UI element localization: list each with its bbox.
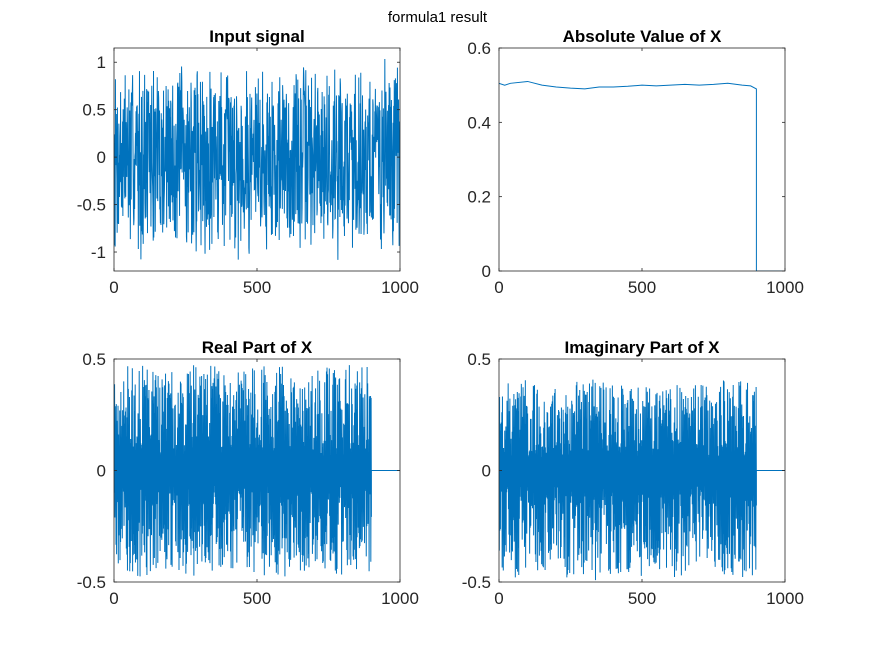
x-tick-label: 0 xyxy=(494,278,503,297)
x-tick-label: 1000 xyxy=(766,278,804,297)
y-tick-label: -0.5 xyxy=(77,573,106,592)
x-tick-label: 1000 xyxy=(381,278,419,297)
y-tick-label: 0.6 xyxy=(467,39,491,58)
x-tick-label: 500 xyxy=(243,278,271,297)
y-tick-label: 1 xyxy=(97,53,106,72)
series-line-1 xyxy=(499,80,785,271)
series-line-1 xyxy=(499,379,785,581)
x-tick-label: 500 xyxy=(243,589,271,608)
x-tick-label: 0 xyxy=(494,589,503,608)
y-tick-label: 0 xyxy=(482,462,491,481)
y-tick-label: 0 xyxy=(97,148,106,167)
x-tick-label: 500 xyxy=(628,278,656,297)
subplot-1: 0 500 1000 -1 -0.5 0 0.5 1 Input signal xyxy=(77,27,419,297)
axes-box xyxy=(498,47,786,272)
y-tick-label: -0.5 xyxy=(77,196,106,215)
subplot-title: Input signal xyxy=(209,27,304,46)
figure-title: formula1 result xyxy=(387,9,488,26)
y-tick-label: 0.4 xyxy=(467,113,491,132)
series-line-1 xyxy=(114,365,400,577)
y-tick-label: 0 xyxy=(482,262,491,281)
y-tick-label: -0.5 xyxy=(462,573,491,592)
subplot-title: Real Part of X xyxy=(202,338,313,357)
x-tick-label: 0 xyxy=(109,589,118,608)
y-tick-label: 0.2 xyxy=(467,188,491,207)
x-tick-label: 0 xyxy=(109,278,118,297)
y-tick-label: 0.5 xyxy=(467,350,491,369)
y-tick-label: 0 xyxy=(97,462,106,481)
y-tick-label: -1 xyxy=(91,243,106,262)
subplot-2: 0 500 1000 0 0.2 0.4 0.6 Absolute Value of X xyxy=(467,27,804,297)
x-tick-label: 500 xyxy=(628,589,656,608)
subplot-title: Absolute Value of X xyxy=(563,27,722,46)
series-line-1 xyxy=(114,58,400,260)
subplot-title: Imaginary Part of X xyxy=(565,338,721,357)
x-tick-label: 1000 xyxy=(766,589,804,608)
y-tick-label: 0.5 xyxy=(82,350,106,369)
x-tick-label: 1000 xyxy=(381,589,419,608)
y-tick-label: 0.5 xyxy=(82,101,106,120)
